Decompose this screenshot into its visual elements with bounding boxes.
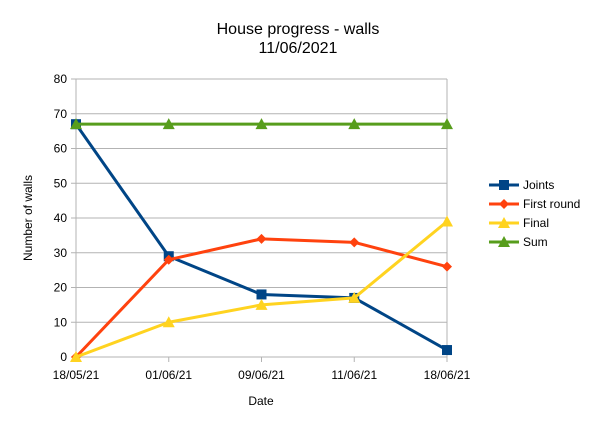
y-tick-label: 30 xyxy=(54,246,68,260)
point-sum xyxy=(255,118,268,130)
point-first-round xyxy=(163,254,174,265)
point-final xyxy=(255,298,268,310)
legend-marker-final xyxy=(498,217,510,228)
point-sum xyxy=(162,118,175,130)
y-tick-label: 20 xyxy=(54,281,68,295)
point-final xyxy=(70,351,82,362)
point-joints xyxy=(442,345,452,356)
y-tick-label: 60 xyxy=(54,142,68,156)
x-axis-ticks: 18/05/21 01/06/21 09/06/21 11/06/21 18/06/21 xyxy=(53,368,471,382)
legend-label-sum: Sum xyxy=(523,235,548,249)
x-tick-label: 18/06/21 xyxy=(424,368,471,382)
point-final xyxy=(441,215,453,227)
y-tick-label: 40 xyxy=(54,211,68,225)
series-group xyxy=(70,118,453,362)
y-axis-label: Number of walls xyxy=(21,175,35,261)
point-sum xyxy=(441,118,453,130)
legend-marker-sum xyxy=(498,236,510,247)
y-tick-label: 70 xyxy=(54,107,68,121)
point-sum xyxy=(70,118,82,130)
x-tick-label: 18/05/21 xyxy=(53,368,100,382)
point-sum xyxy=(348,118,361,130)
point-final xyxy=(162,316,175,328)
legend-marker-first-round xyxy=(499,199,509,209)
x-tick-label: 09/06/21 xyxy=(238,368,285,382)
y-tick-label: 10 xyxy=(54,315,68,329)
point-first-round xyxy=(442,261,452,272)
chart-subtitle: 11/06/2021 xyxy=(259,40,338,57)
legend-marker-joints xyxy=(499,180,509,190)
y-axis-ticks: 0 10 20 30 40 50 60 70 80 xyxy=(54,72,68,364)
x-axis-label: Date xyxy=(248,394,274,408)
point-first-round xyxy=(349,237,360,248)
y-tick-label: 80 xyxy=(54,72,68,86)
legend-label-final: Final xyxy=(523,216,549,230)
y-tick-label: 50 xyxy=(54,176,68,190)
legend-label-joints: Joints xyxy=(523,178,554,192)
legend-label-first-round: First round xyxy=(523,197,580,211)
legend: Joints First round Final Sum xyxy=(489,178,580,249)
x-tick-label: 11/06/21 xyxy=(331,368,377,382)
chart-title: House progress - walls xyxy=(217,21,380,38)
y-tick-label: 0 xyxy=(60,350,67,364)
point-first-round xyxy=(256,233,267,244)
point-final xyxy=(348,291,361,303)
point-joints xyxy=(256,289,267,300)
x-tick-label: 01/06/21 xyxy=(145,368,192,382)
